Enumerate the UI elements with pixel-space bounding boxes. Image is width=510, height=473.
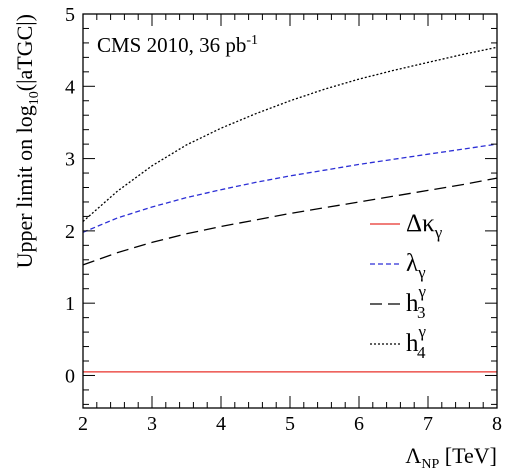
x-tick-label: 6 [354,413,364,435]
y-axis-label-subscript: 10 [27,91,42,105]
legend-label-subscript: γ [417,263,426,282]
legend-item-h4: hγ 4 [370,322,427,362]
legend-label-superscript: γ [418,322,427,341]
legend-label-main: h [406,330,419,357]
legend-label-h4: hγ 4 [406,322,427,362]
legend-label-superscript: γ [418,282,427,301]
x-tick-label: 5 [285,413,295,435]
series-layer [82,46,498,373]
legend-label-main: h [406,290,419,317]
y-tick-label: 3 [65,149,75,171]
annotation-label: CMS 2010, 36 pb-1 [97,33,258,57]
legend-item-h3: hγ 3 [370,282,427,322]
legend-label-subscript: 3 [417,303,426,322]
y-axis-label: Upper limit on log10(|aTGC|) [12,14,42,268]
x-tick-label: 2 [78,413,88,435]
annotation-text: CMS 2010, 36 pb [97,33,246,57]
plot-frame [82,13,498,409]
annotation-superscript: -1 [246,33,258,48]
x-tick-label: 4 [216,413,226,435]
legend-item-lg: λγ [370,250,426,282]
y-axis-label-suffix: (|aTGC|) [12,14,37,91]
legend-label-dkg: Δκγ [406,210,443,242]
y-tick-label: 4 [65,76,75,98]
series-line-lg [82,143,498,233]
legend-label-h3: hγ 3 [406,282,427,322]
legend-item-dkg: Δκγ [370,210,443,242]
series-line-h3 [82,177,498,266]
x-axis-label-subscript: NP [421,457,439,472]
x-tick-label: 3 [147,413,157,435]
y-tick-label: 5 [65,4,75,26]
series-line-h4 [82,46,498,222]
x-tick-label: 8 [492,413,502,435]
y-axis-label-prefix: Upper limit on log [12,105,37,268]
x-tick-label: 7 [423,413,433,435]
axes-layer: 2 3 4 5 6 7 8 0 1 2 3 4 5 [65,4,502,435]
legend-label-lg: λγ [406,250,426,282]
legend-label-main: Δκ [406,210,435,237]
x-axis-label-suffix: [TeV] [439,443,497,468]
legend-label-subscript: 4 [417,343,426,362]
x-axis-label-main: Λ [405,443,421,468]
legend-label-subscript: γ [434,223,443,242]
y-tick-label: 1 [65,293,75,315]
x-axis-label: ΛNP [TeV] [405,443,497,472]
y-tick-label: 0 [65,365,75,387]
y-tick-label: 2 [65,221,75,243]
legend-label-main: λ [406,250,418,277]
